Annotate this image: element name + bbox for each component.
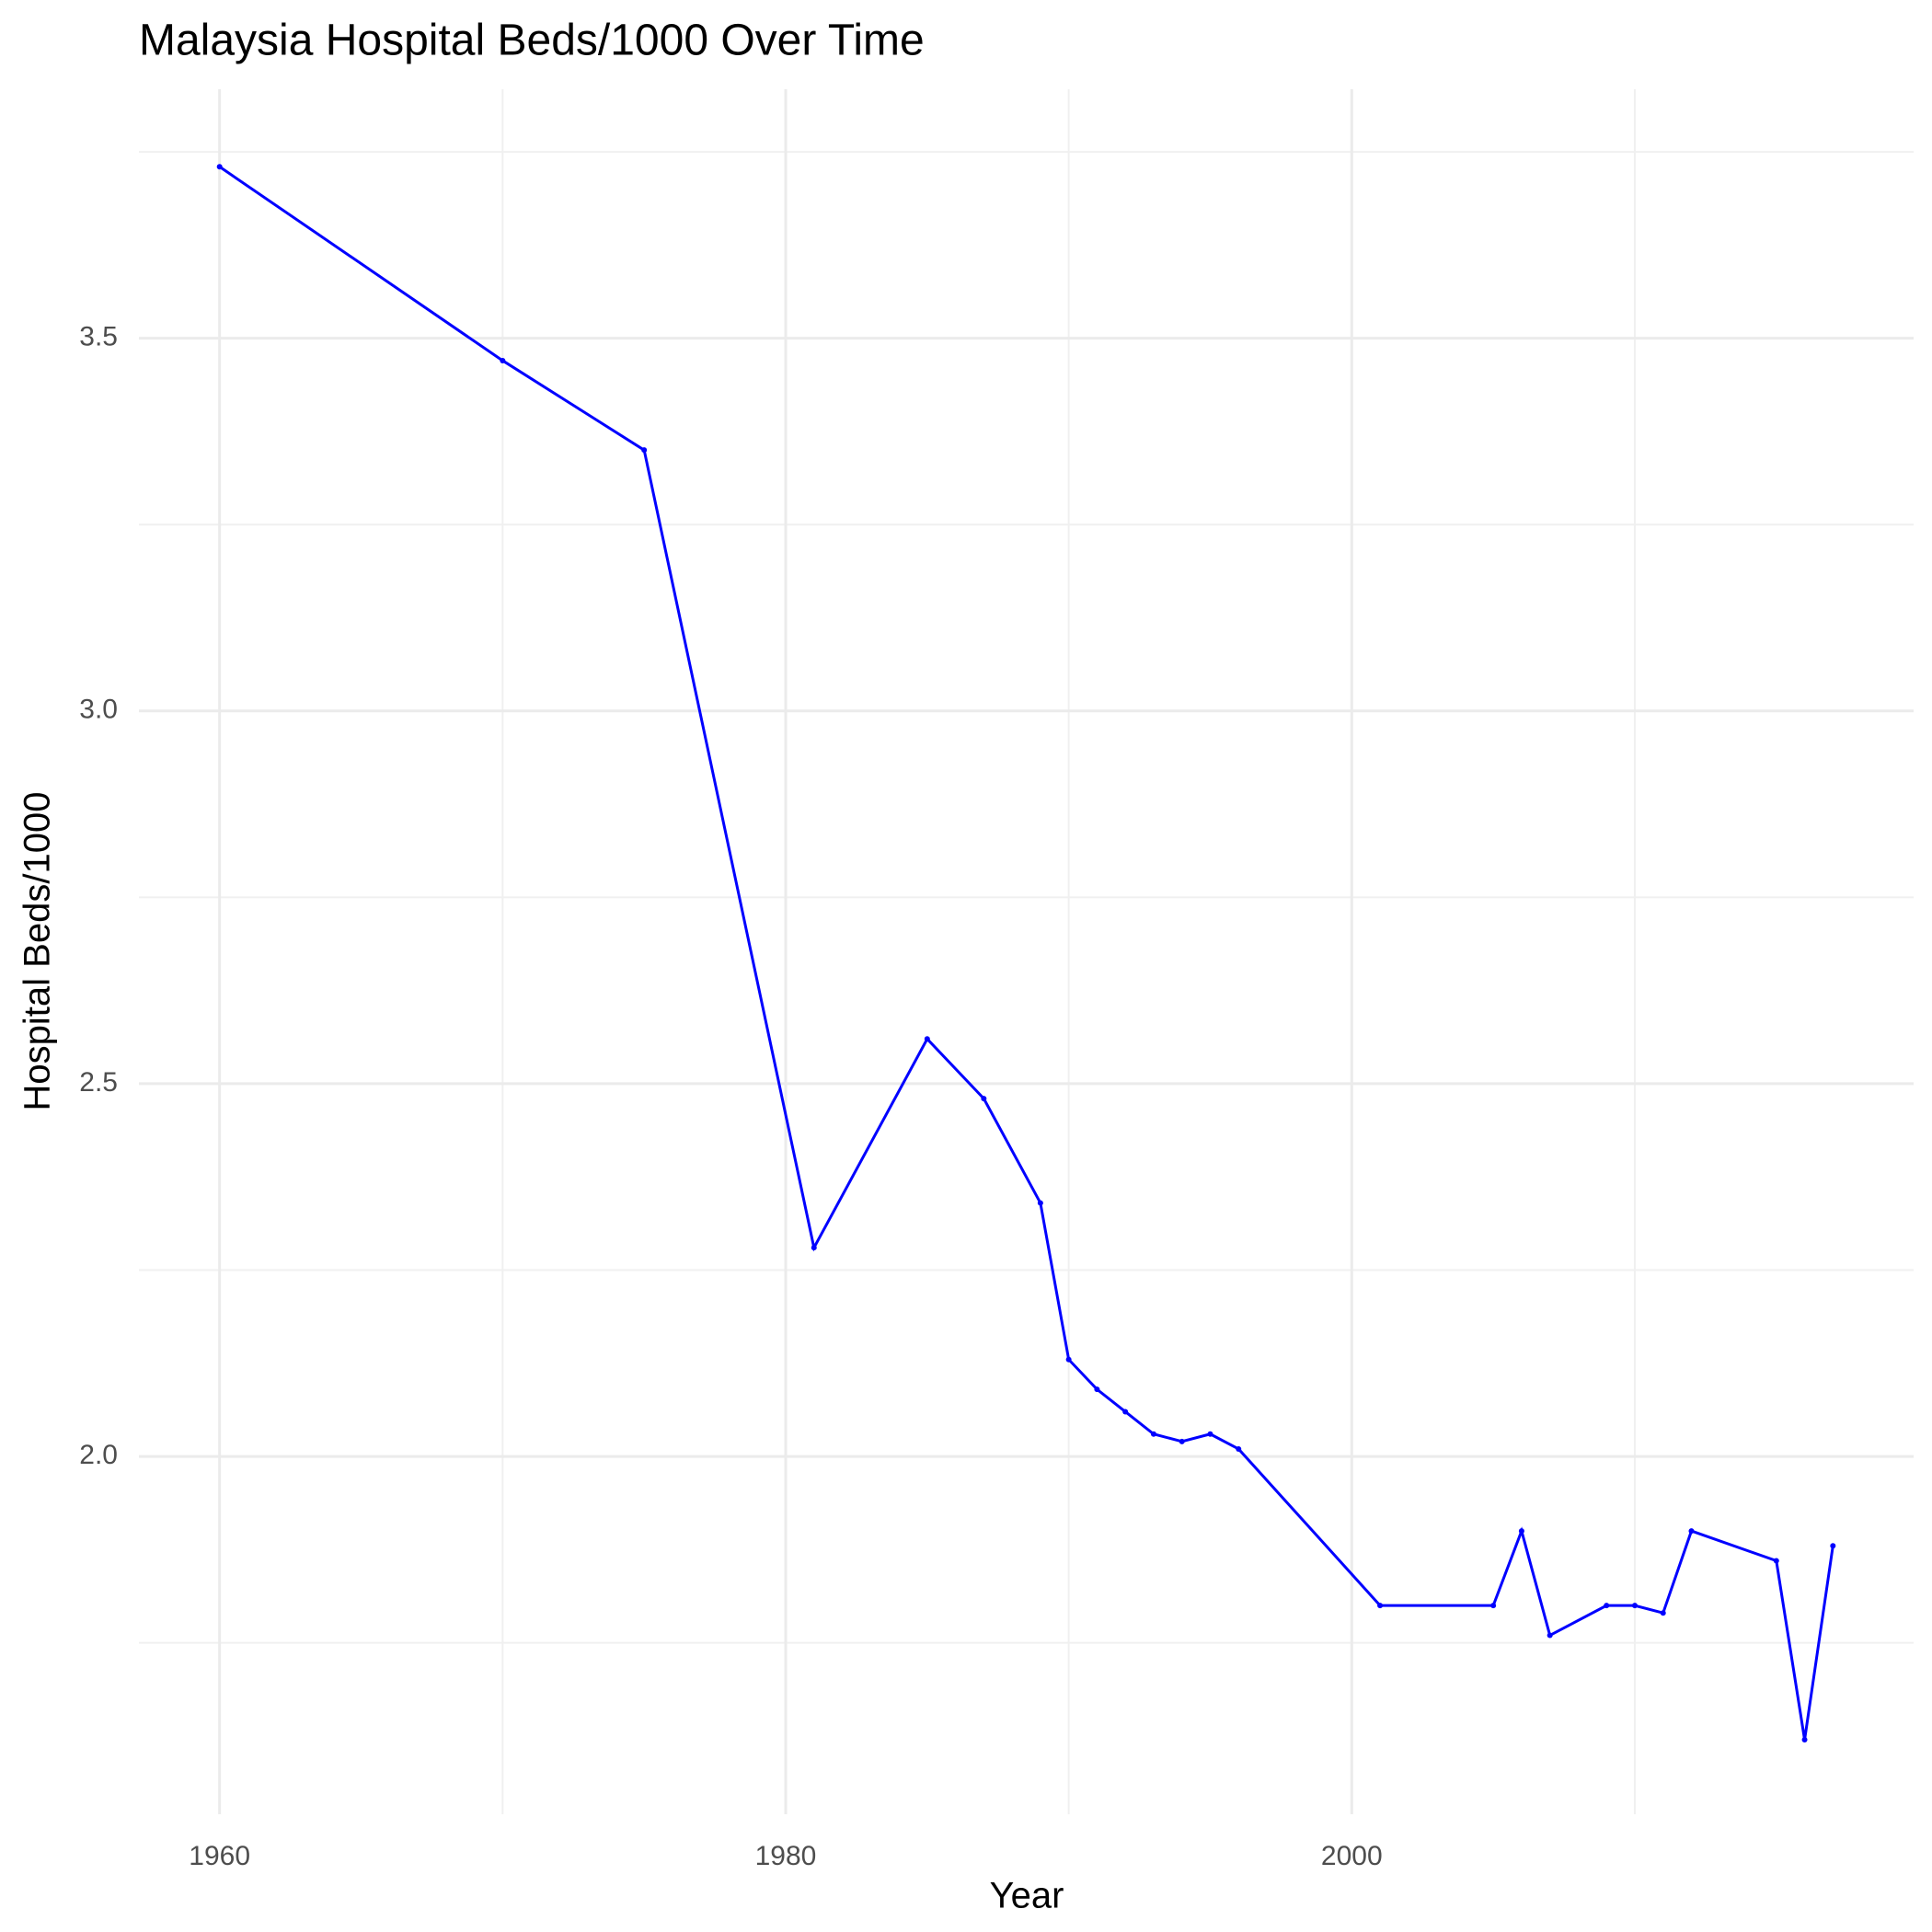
x-axis-title: Year	[990, 1876, 1064, 1916]
point	[1688, 1528, 1695, 1535]
y-tick-label: 2.5	[79, 1067, 118, 1098]
y-tick-label: 3.5	[79, 322, 118, 352]
point	[216, 164, 223, 170]
x-tick-label: 1980	[755, 1841, 817, 1871]
point	[1547, 1632, 1553, 1639]
y-tick-label: 3.0	[79, 695, 118, 725]
line	[218, 166, 1834, 1741]
point	[1631, 1603, 1638, 1609]
point	[1179, 1438, 1185, 1444]
point	[1604, 1603, 1610, 1609]
point	[1065, 1356, 1072, 1363]
x-tick-label: 1960	[189, 1841, 250, 1871]
point	[1830, 1543, 1836, 1549]
point	[1660, 1610, 1666, 1616]
x-tick-label: 2000	[1321, 1841, 1383, 1871]
point	[1122, 1409, 1129, 1415]
point	[1518, 1528, 1524, 1535]
point	[924, 1036, 930, 1042]
point	[1773, 1558, 1779, 1564]
point	[1207, 1431, 1213, 1437]
chart-title: Malaysia Hospital Beds/1000 Over Time	[139, 17, 925, 65]
point	[1490, 1603, 1497, 1609]
point	[1037, 1200, 1043, 1206]
point	[1236, 1445, 1242, 1452]
point	[981, 1096, 987, 1102]
point	[641, 447, 648, 454]
point	[1377, 1603, 1384, 1609]
y-axis-title: Hospital Beds/1000	[17, 792, 58, 1111]
point	[811, 1245, 817, 1251]
y-tick-label: 2.0	[79, 1440, 118, 1470]
point	[1150, 1431, 1156, 1437]
point	[1094, 1386, 1100, 1393]
point	[1801, 1736, 1808, 1742]
point	[500, 357, 506, 363]
